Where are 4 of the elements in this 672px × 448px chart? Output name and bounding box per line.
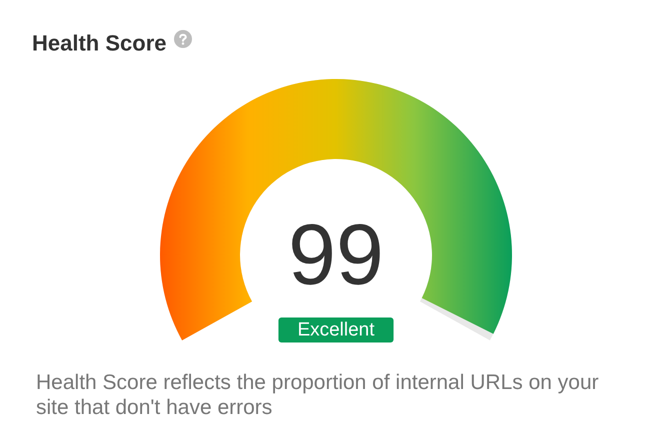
text: Health Score reflects the proportion of internal URLs on your site that don't have errors (36, 371, 604, 419)
text: Health Score (32, 30, 166, 56)
data-label: 99 (288, 207, 384, 303)
category-label: Excellent (297, 320, 376, 340)
